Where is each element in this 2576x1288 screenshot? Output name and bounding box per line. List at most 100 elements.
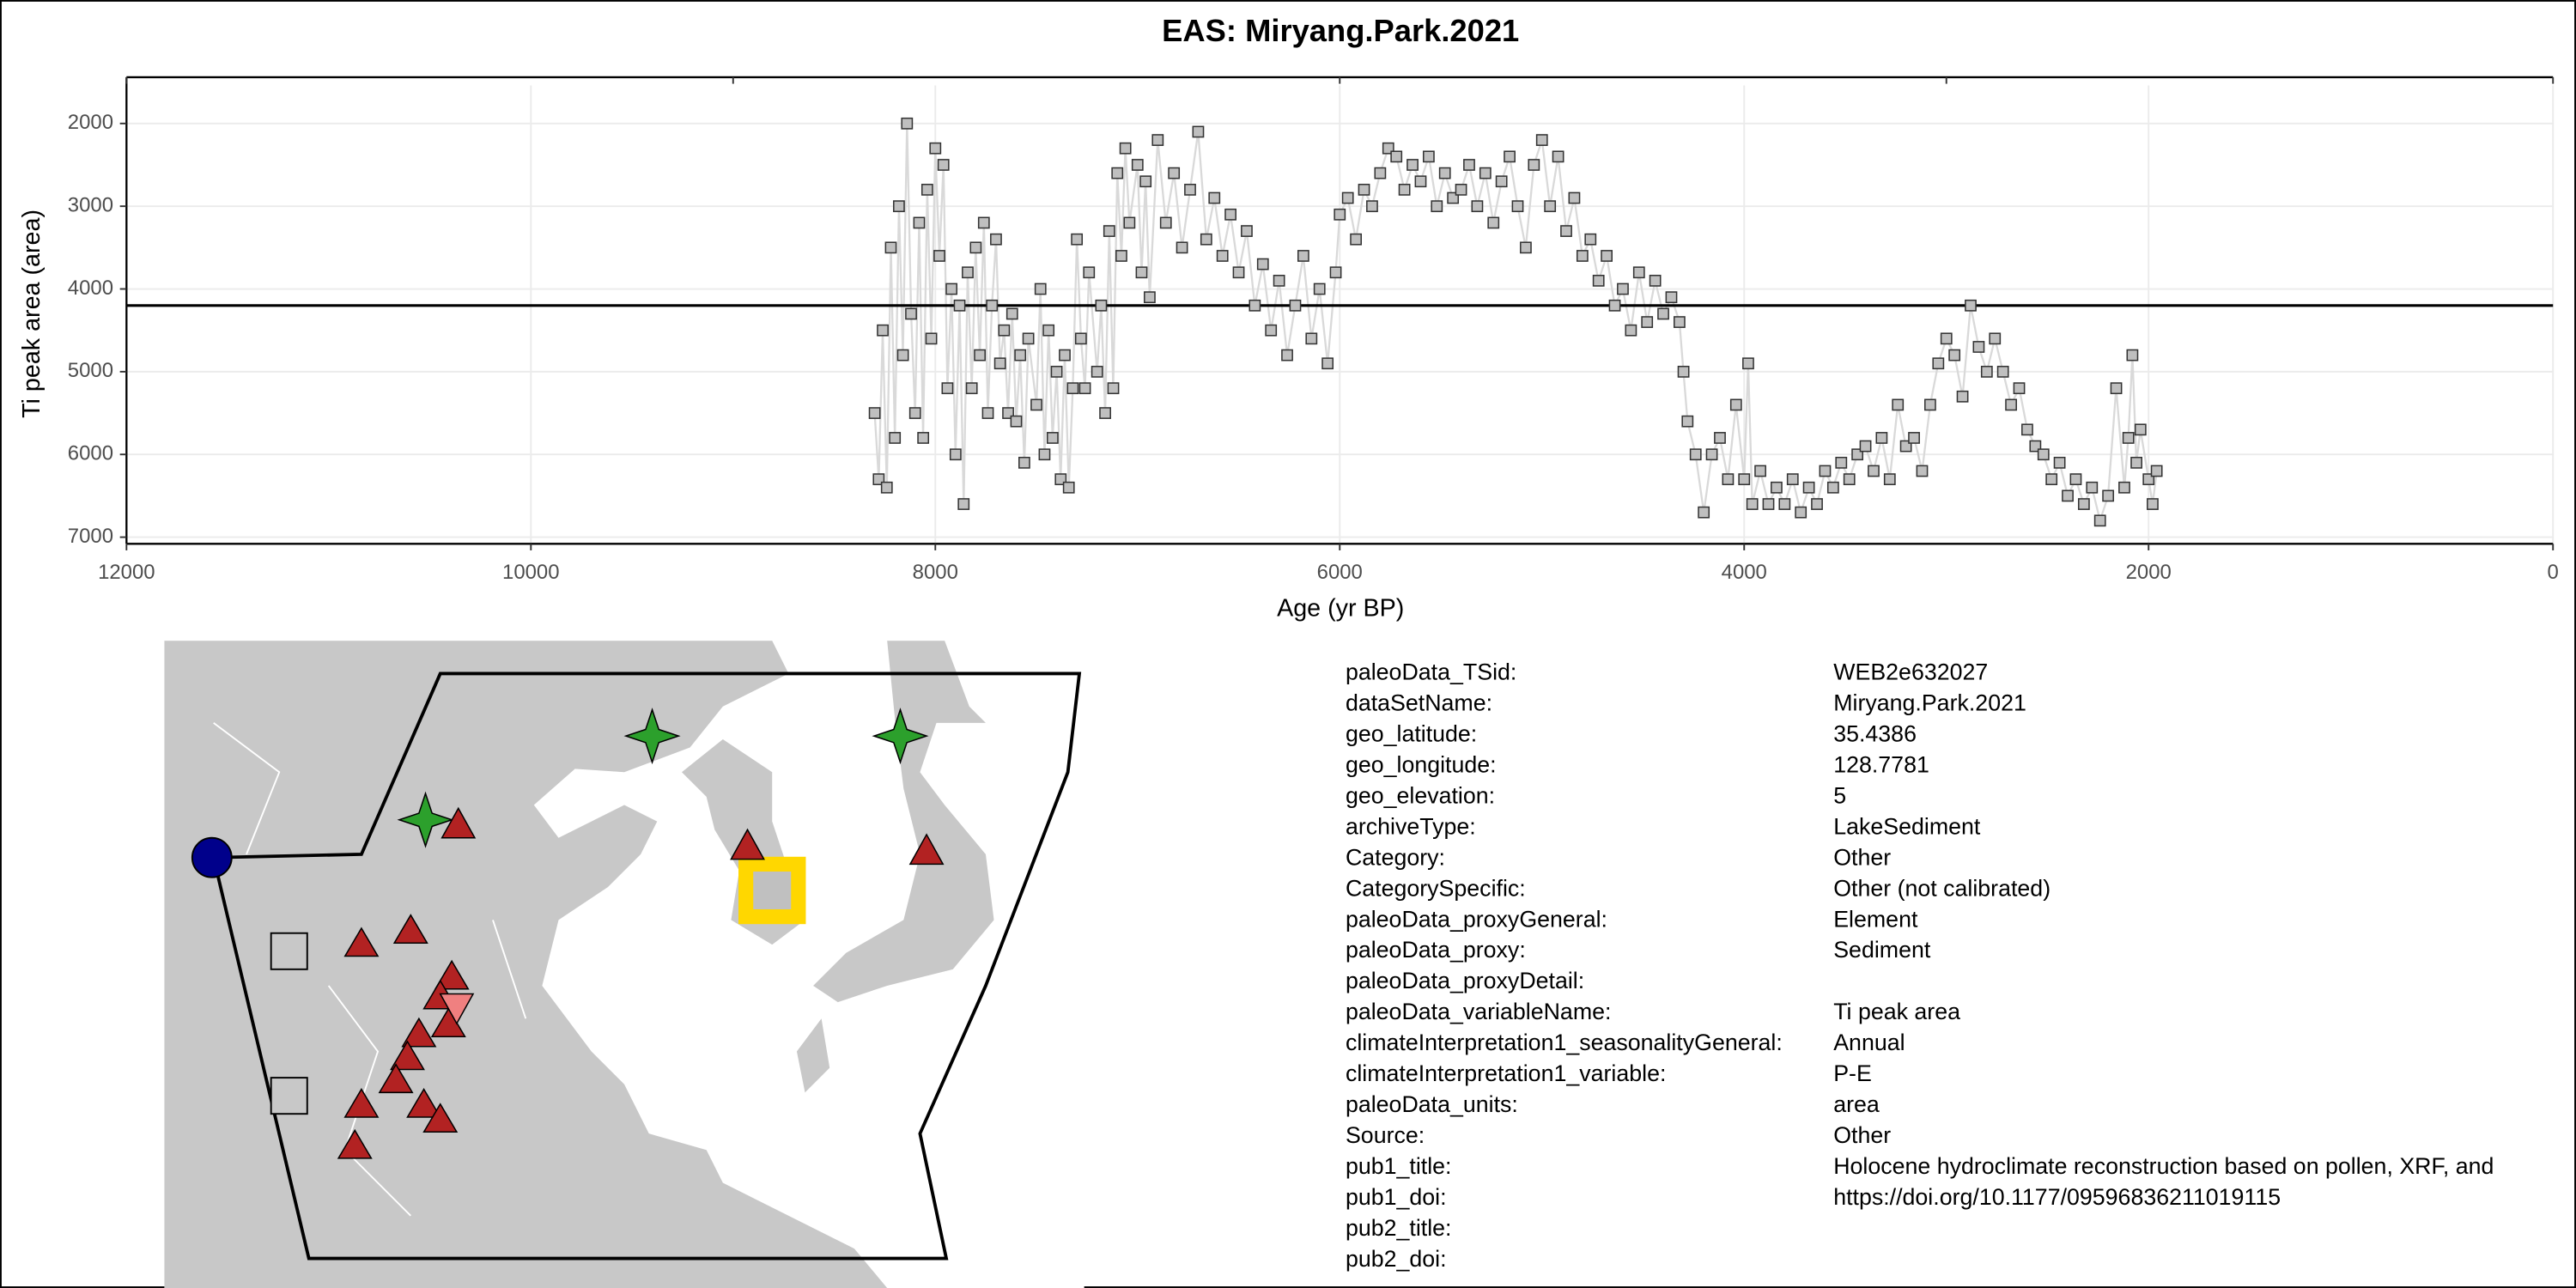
data-point bbox=[1168, 167, 1181, 179]
data-point bbox=[998, 324, 1011, 337]
data-point bbox=[1859, 440, 1872, 453]
data-point bbox=[1297, 250, 1309, 262]
data-point bbox=[1358, 184, 1370, 196]
data-point bbox=[1062, 481, 1075, 494]
meta-value: LakeSediment bbox=[1833, 813, 1981, 839]
data-point bbox=[1059, 349, 1071, 361]
data-point bbox=[965, 382, 978, 395]
meta-key: Source: bbox=[1346, 1122, 1425, 1148]
data-point bbox=[868, 407, 881, 419]
data-point bbox=[1176, 241, 1188, 254]
data-point bbox=[1948, 349, 1961, 361]
data-point bbox=[1908, 432, 1920, 444]
data-point bbox=[1576, 250, 1589, 262]
data-point bbox=[1034, 283, 1047, 295]
data-point bbox=[913, 216, 926, 229]
data-point bbox=[1107, 382, 1120, 395]
data-point bbox=[1746, 498, 1759, 510]
metadata-table: paleoData_TSid: WEB2e632027 dataSetName: Mi… bbox=[1346, 659, 2494, 1272]
data-point bbox=[1071, 233, 1084, 246]
meta-value: Annual bbox=[1833, 1030, 1905, 1055]
data-point bbox=[929, 142, 942, 155]
data-point bbox=[1151, 134, 1164, 146]
data-point bbox=[1334, 208, 1346, 221]
data-point bbox=[1479, 167, 1492, 179]
data-point bbox=[1139, 175, 1152, 188]
data-point bbox=[889, 432, 902, 444]
data-point bbox=[1940, 332, 1953, 345]
data-point bbox=[1843, 473, 1856, 486]
meta-key: pub2_title: bbox=[1346, 1215, 1452, 1241]
data-point bbox=[1018, 456, 1030, 469]
data-point bbox=[2102, 489, 2115, 502]
data-point bbox=[1329, 266, 1342, 279]
data-point bbox=[1398, 184, 1411, 196]
data-point bbox=[990, 233, 1002, 246]
meta-key: CategorySpecific: bbox=[1346, 875, 1526, 901]
data-point bbox=[1050, 365, 1063, 378]
data-point bbox=[1111, 167, 1124, 179]
meta-key: paleoData_units: bbox=[1346, 1091, 1518, 1117]
site-marker bbox=[270, 932, 308, 970]
data-point bbox=[1924, 398, 1936, 411]
data-point bbox=[1406, 159, 1419, 171]
data-point bbox=[2077, 498, 2090, 510]
site-marker bbox=[378, 1063, 414, 1094]
data-point bbox=[1095, 299, 1108, 312]
data-point bbox=[1431, 200, 1443, 213]
data-point bbox=[1996, 365, 2009, 378]
meta-key: paleoData_variableName: bbox=[1346, 999, 1611, 1024]
data-point bbox=[1414, 175, 1427, 188]
data-point bbox=[941, 382, 954, 395]
data-point bbox=[1972, 341, 1985, 353]
data-point bbox=[962, 266, 974, 279]
meta-key: geo_latitude: bbox=[1346, 720, 1477, 746]
data-point bbox=[1729, 398, 1742, 411]
data-point bbox=[1366, 200, 1378, 213]
x-tick-label: 6000 bbox=[1317, 561, 1363, 584]
data-point bbox=[1584, 233, 1597, 246]
data-point bbox=[1046, 432, 1059, 444]
meta-key: archiveType: bbox=[1346, 813, 1476, 839]
triangle-markers bbox=[337, 806, 945, 1159]
site-marker bbox=[392, 914, 428, 944]
data-point bbox=[1119, 142, 1132, 155]
site-marker bbox=[422, 1103, 459, 1133]
data-point bbox=[1422, 150, 1435, 163]
data-point bbox=[901, 117, 914, 130]
data-point bbox=[1463, 159, 1475, 171]
data-point bbox=[1066, 382, 1079, 395]
data-point bbox=[1123, 216, 1136, 229]
data-point bbox=[1074, 332, 1087, 345]
data-point bbox=[2013, 382, 2026, 395]
map-japan bbox=[813, 641, 994, 1003]
data-point bbox=[2045, 473, 2058, 486]
meta-value: 35.4386 bbox=[1833, 720, 1917, 746]
y-tick-label: 3000 bbox=[68, 193, 113, 216]
meta-value: Other (not calibrated) bbox=[1833, 875, 2050, 901]
data-point bbox=[1795, 506, 1807, 519]
selected-site bbox=[738, 856, 806, 925]
data-point bbox=[896, 349, 909, 361]
data-point bbox=[1321, 357, 1334, 370]
meta-key: paleoData_proxyDetail: bbox=[1346, 968, 1584, 993]
data-point bbox=[1281, 349, 1293, 361]
meta-key: paleoData_TSid: bbox=[1346, 659, 1516, 685]
data-point bbox=[1608, 299, 1621, 312]
data-point bbox=[949, 448, 962, 461]
data-point bbox=[974, 349, 986, 361]
data-point bbox=[1625, 324, 1637, 337]
data-point bbox=[1022, 332, 1035, 345]
data-point bbox=[1681, 415, 1694, 428]
data-point bbox=[1030, 398, 1042, 411]
data-point bbox=[1738, 473, 1751, 486]
map-mainland bbox=[164, 641, 888, 1288]
data-point bbox=[1273, 274, 1285, 287]
meta-value: Miryang.Park.2021 bbox=[1833, 690, 2026, 715]
site-marker bbox=[872, 708, 929, 765]
meta-key: paleoData_proxyGeneral: bbox=[1346, 906, 1607, 932]
site-marker bbox=[434, 959, 470, 990]
meta-key: pub1_doi: bbox=[1346, 1184, 1447, 1210]
